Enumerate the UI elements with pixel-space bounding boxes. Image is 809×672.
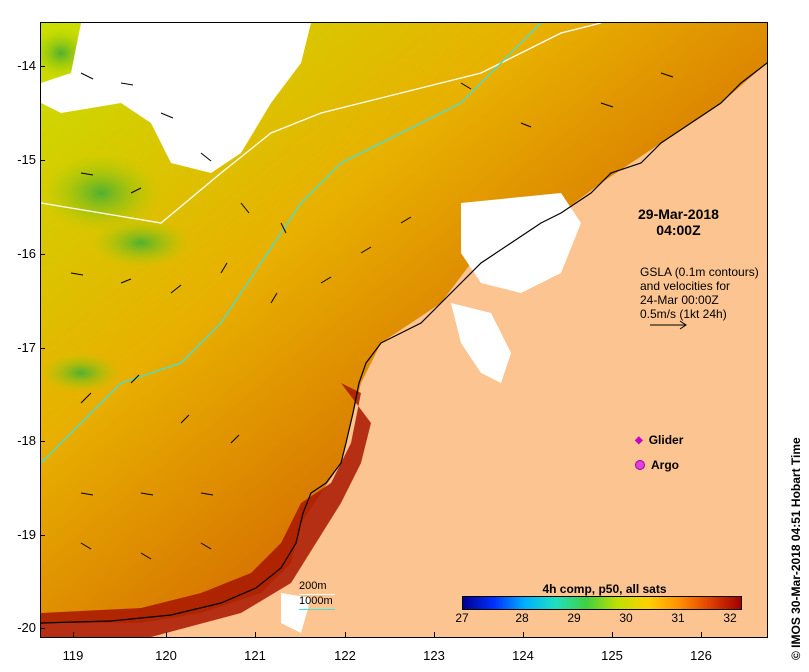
- sst-map: [41, 23, 767, 637]
- credit-text: © IMOS 30-Mar-2018 04:51 Hobart Time: [789, 437, 803, 660]
- y-tick-label: -17: [17, 340, 36, 355]
- glider-marker-icon: ◆: [635, 434, 643, 446]
- legend-glider: ◆ Glider: [635, 433, 683, 447]
- gsla-line: GSLA (0.1m contours): [640, 265, 759, 279]
- x-tick-label: 120: [155, 648, 177, 663]
- gsla-info: GSLA (0.1m contours) and velocities for …: [640, 265, 759, 321]
- y-tickmark: [40, 348, 45, 349]
- cool-patch: [41, 353, 121, 393]
- gsla-line: and velocities for: [640, 279, 731, 293]
- x-tickmark: [73, 632, 74, 637]
- y-tick-label: -19: [17, 527, 36, 542]
- x-tick-label: 121: [244, 648, 266, 663]
- cloud-area: [41, 23, 311, 173]
- legend-glider-label: Glider: [648, 433, 684, 447]
- depth-contour-200m: [41, 23, 602, 224]
- x-tickmark: [166, 632, 167, 637]
- x-tick-label: 119: [62, 648, 84, 663]
- colorbar-title: 4h comp, p50, all sats: [542, 582, 667, 596]
- date-text: 29-Mar-2018: [638, 206, 719, 222]
- x-tick-label: 124: [512, 648, 534, 663]
- x-tick-label: 125: [601, 648, 623, 663]
- colorbar-gradient: [462, 596, 742, 610]
- legend-argo-label: Argo: [651, 458, 679, 472]
- cloud-area: [451, 303, 511, 383]
- cool-patch: [41, 153, 161, 233]
- map-frame: [40, 22, 768, 638]
- depth-1000-line: [299, 609, 335, 610]
- ocean-area: [41, 23, 767, 623]
- depth-legend: 200m 1000m: [299, 580, 335, 610]
- y-tick-label: -20: [17, 620, 36, 635]
- velocity-scale-arrow: [650, 320, 687, 330]
- x-tickmark: [434, 632, 435, 637]
- y-tickmark: [40, 628, 45, 629]
- y-tick-label: -15: [17, 152, 36, 167]
- warm-coastal-band: [41, 383, 371, 637]
- cloud-area: [281, 593, 311, 633]
- velocity-arrows: [70, 72, 674, 560]
- x-tick-label: 126: [690, 648, 712, 663]
- depth-1000-label: 1000m: [299, 595, 333, 607]
- legend-argo: Argo: [635, 458, 679, 472]
- x-tickmark: [523, 632, 524, 637]
- y-tick-label: -14: [17, 58, 36, 73]
- depth-contour-1000m: [41, 23, 542, 464]
- x-tickmark: [701, 632, 702, 637]
- y-tickmark: [40, 535, 45, 536]
- colorbar-tick: 29: [567, 611, 581, 625]
- colorbar: 4h comp, p50, all sats 27 28 29 30 31 32: [452, 578, 757, 628]
- cloud-area: [461, 193, 581, 293]
- y-tickmark: [40, 441, 45, 442]
- x-tickmark: [345, 632, 346, 637]
- argo-marker-icon: [635, 460, 645, 470]
- x-tick-label: 122: [334, 648, 356, 663]
- time-text: 04:00Z: [656, 222, 701, 238]
- date-label: 29-Mar-2018 04:00Z: [638, 206, 719, 238]
- y-tick-label: -16: [17, 246, 36, 261]
- colorbar-tick: 30: [619, 611, 633, 625]
- x-tick-label: 123: [423, 648, 445, 663]
- colorbar-tick: 31: [671, 611, 685, 625]
- y-tick-label: -18: [17, 433, 36, 448]
- x-tickmark: [255, 632, 256, 637]
- y-tickmark: [40, 254, 45, 255]
- colorbar-tick: 28: [515, 611, 529, 625]
- depth-200-line: [299, 594, 335, 595]
- x-tickmark: [612, 632, 613, 637]
- coastline: [41, 62, 767, 624]
- y-tickmark: [40, 66, 45, 67]
- gsla-line: 24-Mar 00:00Z: [640, 293, 719, 307]
- colorbar-tick: 32: [723, 611, 737, 625]
- y-tickmark: [40, 160, 45, 161]
- depth-200-label: 200m: [299, 580, 327, 592]
- colorbar-tick: 27: [455, 611, 469, 625]
- gsla-line: 0.5m/s (1kt 24h): [640, 307, 727, 321]
- cool-patch: [91, 218, 191, 268]
